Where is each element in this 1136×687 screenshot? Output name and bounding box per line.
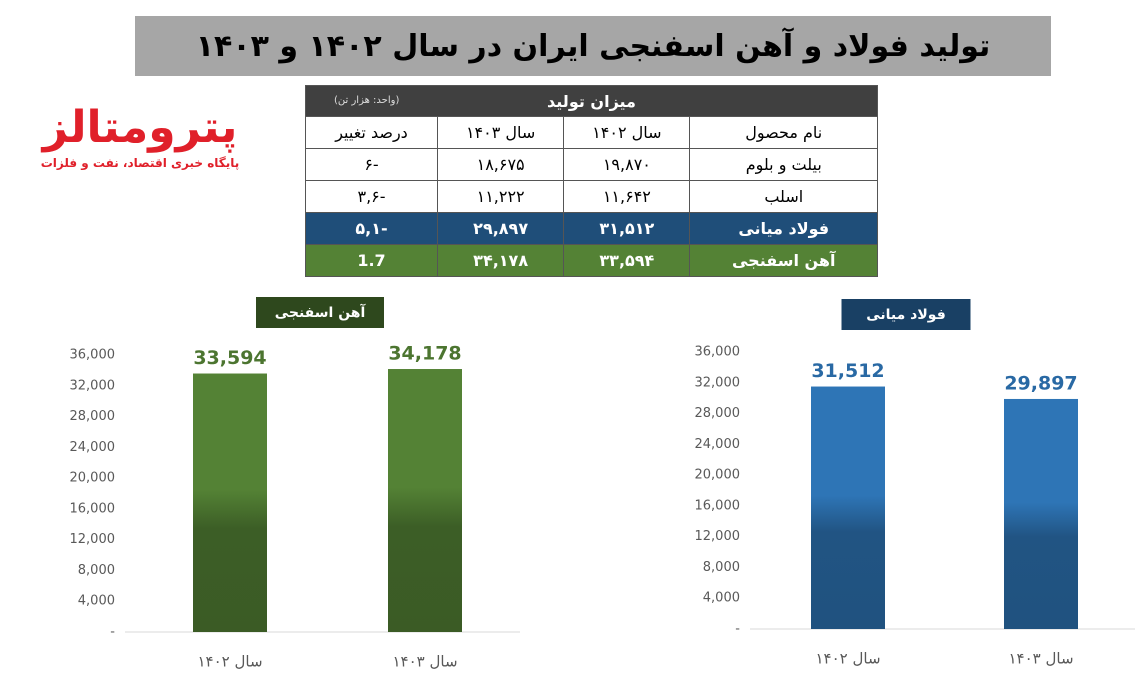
y-tick-label: 4,000 bbox=[78, 594, 115, 609]
table: میزان تولید (واحد: هزار تن) نام محصول سال … bbox=[304, 85, 878, 277]
y-tick-label: 4,000 bbox=[703, 591, 740, 606]
cell: -۵,۱ bbox=[304, 212, 439, 245]
y-tick-label: 8,000 bbox=[703, 560, 740, 575]
bar bbox=[1004, 398, 1078, 629]
y-tick-label: 16,000 bbox=[70, 501, 116, 516]
cell: ۱۸,۶۷۵ bbox=[437, 148, 565, 181]
chart-title-box bbox=[841, 299, 971, 330]
y-tick-label: 8,000 bbox=[78, 563, 115, 578]
value-label: 29,897 bbox=[1004, 372, 1077, 394]
y-tick-label: 16,000 bbox=[695, 498, 741, 513]
bar bbox=[811, 386, 885, 629]
y-tick-label: 24,000 bbox=[70, 440, 116, 455]
cell: ۱۱,۶۴۲ bbox=[563, 180, 691, 213]
page-title: تولید فولاد و آهن اسفنجی ایران در سال ۱۴… bbox=[135, 16, 1051, 76]
y-tick-label: 24,000 bbox=[695, 437, 741, 452]
x-tick-label: سال ۱۴۰۲ bbox=[197, 653, 262, 671]
chart-title-box bbox=[256, 297, 384, 328]
cell: ۲۹,۸۹۷ bbox=[437, 212, 565, 245]
cell: ۱۹,۸۷۰ bbox=[563, 148, 691, 181]
cell: آهن اسفنجی bbox=[689, 244, 878, 277]
y-tick-label: 12,000 bbox=[70, 532, 116, 547]
cell: ۱۱,۲۲۲ bbox=[437, 180, 565, 213]
cell: ۳۱,۵۱۲ bbox=[563, 212, 691, 245]
value-label: 31,512 bbox=[811, 360, 884, 382]
table-title: میزان تولید bbox=[547, 91, 636, 111]
y-tick-label: 28,000 bbox=[695, 406, 741, 421]
y-tick-label: - bbox=[735, 622, 740, 637]
cell: -۶ bbox=[304, 148, 439, 181]
x-tick-label: سال ۱۴۰۳ bbox=[1008, 650, 1073, 668]
y-tick-label: 32,000 bbox=[70, 378, 116, 393]
cell: -۳,۶ bbox=[304, 180, 439, 213]
y-tick-label: 28,000 bbox=[70, 409, 116, 424]
y-tick-label: 36,000 bbox=[70, 348, 116, 363]
y-tick-label: - bbox=[110, 625, 115, 640]
x-tick-label: سال ۱۴۰۲ bbox=[815, 650, 880, 668]
column-header: درصد تغییر bbox=[304, 116, 439, 149]
cell: بیلت و بلوم bbox=[689, 148, 878, 181]
logo: پترومتالز پایگاه خبری اقتصاد، نفت و فلزا… bbox=[40, 100, 240, 170]
y-tick-label: 12,000 bbox=[695, 529, 741, 544]
table-header: میزان تولید (واحد: هزار تن) bbox=[305, 85, 878, 117]
column-header: سال ۱۴۰۳ bbox=[437, 116, 565, 149]
logo-tagline: پایگاه خبری اقتصاد، نفت و فلزات bbox=[40, 156, 240, 170]
chart-title: فولاد میانی bbox=[866, 307, 946, 323]
logo-name: پترومتالز bbox=[42, 102, 238, 153]
bar bbox=[388, 369, 462, 632]
y-tick-label: 20,000 bbox=[70, 471, 116, 486]
cell: اسلب bbox=[689, 180, 878, 213]
y-tick-label: 36,000 bbox=[695, 345, 741, 360]
table-unit: (واحد: هزار تن) bbox=[334, 95, 400, 106]
column-header: نام محصول bbox=[689, 116, 878, 149]
cell: فولاد میانی bbox=[689, 212, 878, 245]
y-tick-label: 32,000 bbox=[695, 375, 741, 390]
y-tick-label: 20,000 bbox=[695, 468, 741, 483]
cell: 1.7 bbox=[304, 244, 439, 277]
value-label: 33,594 bbox=[193, 347, 266, 369]
x-tick-label: سال ۱۴۰۳ bbox=[392, 653, 457, 671]
cell: ۳۴,۱۷۸ bbox=[437, 244, 565, 277]
column-header: سال ۱۴۰۲ bbox=[563, 116, 691, 149]
chart-title: آهن اسفنجی bbox=[275, 303, 367, 321]
cell: ۳۳,۵۹۴ bbox=[563, 244, 691, 277]
bar bbox=[193, 373, 267, 632]
value-label: 34,178 bbox=[388, 343, 461, 365]
